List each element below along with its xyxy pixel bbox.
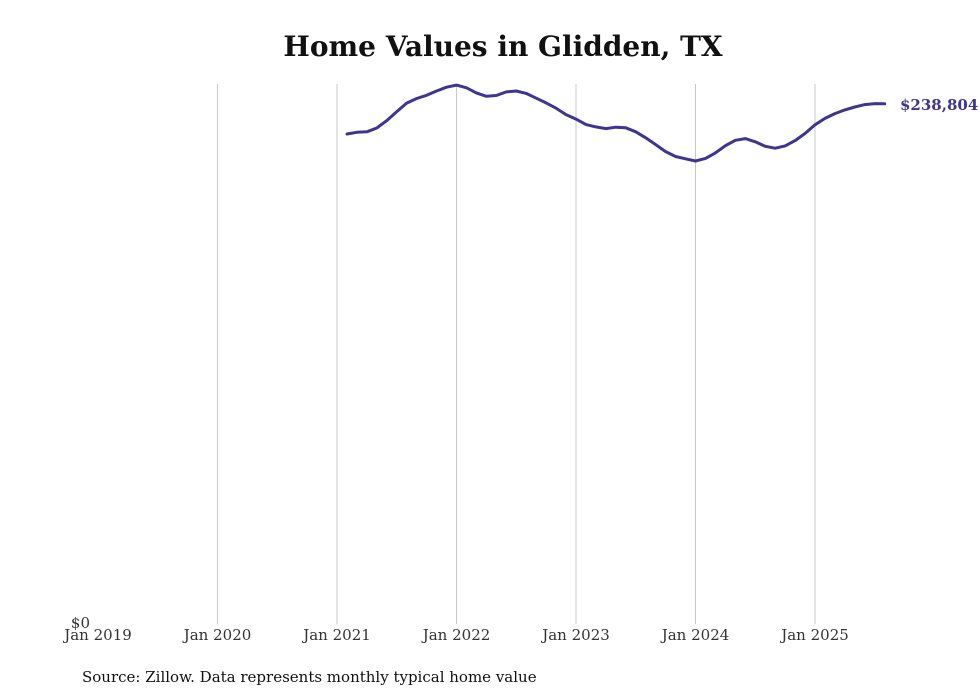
x-tick-label: Jan 2025: [779, 626, 849, 644]
y-tick-label: $0: [71, 614, 90, 632]
source-note: Source: Zillow. Data represents monthly …: [82, 668, 537, 686]
x-tick-label: Jan 2020: [182, 626, 252, 644]
x-tick-label: Jan 2019: [62, 626, 132, 644]
end-value-label: $238,804: [900, 96, 978, 114]
home-value-line: [345, 83, 887, 163]
x-tick-label: Jan 2021: [301, 626, 371, 644]
chart-title: Home Values in Glidden, TX: [283, 30, 723, 63]
x-axis: Jan 2019 Jan 2020 Jan 2021 Jan 2022 Jan 2023…: [62, 626, 849, 644]
x-tick-label: Jan 2024: [660, 626, 730, 644]
gridlines: [217, 84, 816, 624]
x-tick-label: Jan 2023: [540, 626, 610, 644]
x-tick-label: Jan 2022: [421, 626, 491, 644]
